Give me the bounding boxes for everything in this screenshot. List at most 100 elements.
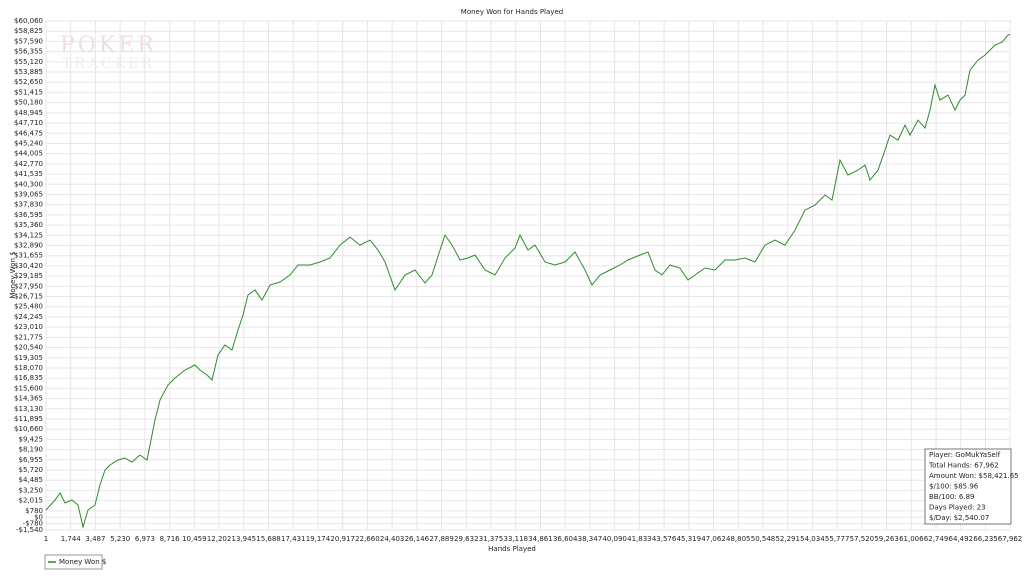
- x-tick-label: 50,548: [751, 535, 776, 543]
- y-tick-label: $24,245: [14, 313, 43, 321]
- y-tick-label: $60,060: [14, 17, 43, 25]
- x-tick-label: 19,174: [306, 535, 331, 543]
- x-tick-label: 55,777: [825, 535, 850, 543]
- stats-line: Player: GoMukYaSelf: [929, 451, 1001, 459]
- y-tick-label: $40,300: [14, 180, 43, 188]
- legend: [44, 554, 103, 570]
- y-tick-label: $15,600: [14, 384, 43, 392]
- legend-label: Money Won $: [59, 558, 106, 566]
- y-tick-label: $36,595: [14, 211, 43, 219]
- x-tick-label: 1,744: [61, 535, 82, 543]
- stats-line: BB/100: 6.89: [929, 493, 975, 501]
- y-tick-label: $16,835: [14, 374, 43, 382]
- y-tick-label: $37,830: [14, 201, 43, 209]
- y-tick-label: $5,720: [19, 466, 44, 474]
- x-tick-label: 17,431: [281, 535, 306, 543]
- watermark: TRACKER: [62, 56, 155, 72]
- y-tick-label: $4,485: [19, 476, 44, 484]
- x-tick-label: 26,146: [405, 535, 430, 543]
- y-tick-label: $27,950: [14, 282, 43, 290]
- grid: [45, 20, 1011, 531]
- x-tick-label: 57,520: [850, 535, 875, 543]
- y-axis-label: Money Won $: [9, 251, 17, 298]
- x-tick-label: 61,006: [899, 535, 924, 543]
- y-tick-label: $44,005: [14, 150, 43, 158]
- x-tick-label: 8,716: [160, 535, 181, 543]
- y-tick-label: $53,885: [14, 68, 43, 76]
- y-tick-label: $32,890: [14, 242, 43, 250]
- y-tick-label: $55,120: [14, 58, 43, 66]
- stats-box: [924, 448, 1012, 525]
- x-tick-label: 34,861: [528, 535, 553, 543]
- y-tick-label: $780: [25, 507, 43, 515]
- x-tick-label: 6,973: [135, 535, 155, 543]
- y-tick-label: $26,715: [14, 293, 43, 301]
- y-tick-label: -$1,540: [16, 526, 43, 534]
- x-tick-label: 38,347: [578, 535, 603, 543]
- y-tick-label: $58,825: [14, 27, 43, 35]
- x-tick-label: 31,375: [479, 535, 504, 543]
- y-tick-label: $0: [34, 513, 43, 521]
- y-tick-label: $34,125: [14, 231, 43, 239]
- x-tick-label: 36,604: [553, 535, 578, 543]
- x-tick-label: 3,487: [85, 535, 105, 543]
- x-tick-label: 59,263: [874, 535, 899, 543]
- y-tick-label: $14,365: [14, 395, 43, 403]
- x-tick-label: 27,889: [429, 535, 454, 543]
- y-tick-label: $23,010: [14, 323, 43, 331]
- y-tick-label: $13,130: [14, 405, 43, 413]
- x-tick-label: 66,235: [973, 535, 998, 543]
- y-tick-label: $56,355: [14, 48, 43, 56]
- y-tick-label: $41,535: [14, 170, 43, 178]
- x-tick-label: 43,576: [652, 535, 677, 543]
- x-tick-label: 20,917: [330, 535, 355, 543]
- y-tick-label: $29,185: [14, 272, 43, 280]
- x-tick-label: 62,749: [924, 535, 949, 543]
- lines: [45, 34, 1011, 529]
- x-tick-label: 40,090: [602, 535, 627, 543]
- x-tick-label: 10,459: [182, 535, 207, 543]
- y-tick-label: $48,945: [14, 109, 43, 117]
- y-tick-label: $9,425: [19, 435, 44, 443]
- x-tick-label: 54,034: [800, 535, 825, 543]
- y-tick-label: $19,305: [14, 354, 43, 362]
- x-tick-label: 52,291: [775, 535, 800, 543]
- y-tick-label: $11,895: [14, 415, 43, 423]
- chart-title: Money Won for Hands Played: [461, 8, 563, 16]
- x-tick-label: 1: [44, 535, 48, 543]
- y-tick-label: $46,475: [14, 129, 43, 137]
- y-tick-label: $2,015: [19, 497, 44, 505]
- stats-line: Amount Won: $58,421.65: [929, 472, 1019, 480]
- x-tick-label: 47,062: [701, 535, 726, 543]
- x-tick-label: 22,660: [355, 535, 380, 543]
- series-line: [45, 34, 1011, 529]
- stats-line: Total Hands: 67,962: [928, 462, 999, 470]
- x-tick-label: 67,962: [998, 535, 1023, 543]
- y-tick-label: $57,590: [14, 37, 43, 45]
- plot-area: [45, 20, 1011, 531]
- x-tick-label: 48,805: [726, 535, 751, 543]
- y-tick-label: $39,065: [14, 190, 43, 198]
- x-tick-label: 64,492: [949, 535, 974, 543]
- stats-line: $/100: $85.96: [929, 483, 979, 491]
- x-tick-label: 12,202: [207, 535, 232, 543]
- y-tick-label: $52,650: [14, 78, 43, 86]
- stats-line: $/Day: $2,540.07: [929, 514, 989, 522]
- y-tick-label: $50,180: [14, 99, 43, 107]
- y-tick-label: $6,955: [19, 456, 44, 464]
- y-tick-label: $45,240: [14, 139, 43, 147]
- y-tick-label: $31,655: [14, 252, 43, 260]
- x-tick-label: 13,945: [232, 535, 257, 543]
- watermark: POKER: [60, 33, 157, 58]
- y-tick-label: $35,360: [14, 221, 43, 229]
- x-tick-label: 33,118: [504, 535, 529, 543]
- x-axis-label: Hands Played: [488, 545, 536, 553]
- x-tick-label: 15,688: [256, 535, 281, 543]
- y-tick-label: -$780: [23, 520, 43, 528]
- y-tick-label: $25,480: [14, 303, 43, 311]
- y-tick-label: $51,415: [14, 88, 43, 96]
- y-tick-label: $3,250: [19, 486, 44, 494]
- x-tick-label: 24,403: [380, 535, 405, 543]
